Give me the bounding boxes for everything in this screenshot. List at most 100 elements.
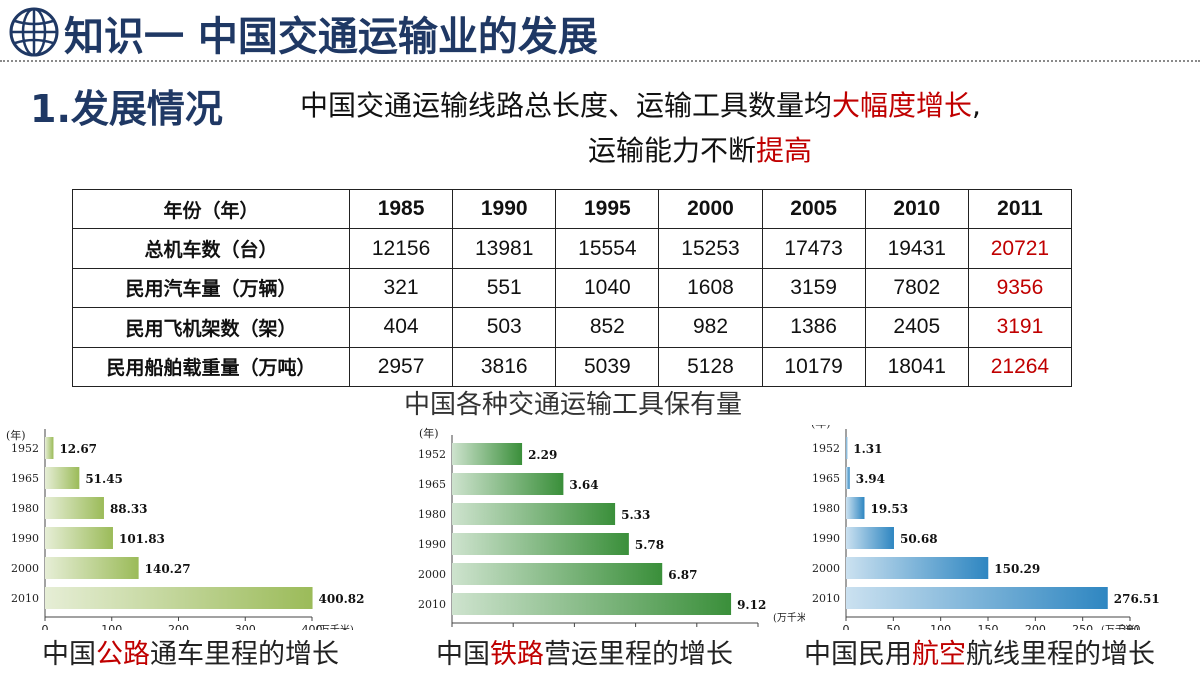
category-tick-label: 2010 [418,598,446,611]
table-cell-highlight: 20721 [967,228,1073,269]
chart-title-highlight: 公路 [96,639,150,670]
table-header-cell: 1985 [348,188,454,230]
data-label: 140.27 [145,562,191,576]
x-tick-label: 100 [930,623,951,630]
highway-chart-svg: (年)1952 12.67 1965 51.45 1980 88.33 1990 101.83… [6,428,364,630]
table-row-label: 民用船舶载重量（万吨） [72,346,350,388]
x-tick-label: 50 [886,623,900,630]
x-tick-label: 0 [42,623,49,630]
description-line-1: 中国交通运输线路总长度、运输工具数量均大幅度增长, [300,84,981,124]
category-tick-label: 1965 [11,472,39,485]
description-line-2: 运输能力不断提高 [588,129,812,169]
year-axis-label: (年) [419,426,439,440]
chart-title-highlight: 铁路 [490,639,544,670]
table-cell: 852 [555,307,660,348]
data-label: 150.29 [994,562,1040,576]
page-title: 知识一 中国交通运输业的发展 [64,14,598,60]
table-row: 总机车数（台） 12156 13981 15554 15253 17473 19… [72,228,1073,269]
bar [846,587,1108,609]
category-tick-label: 1980 [11,502,39,515]
table-cell: 18041 [864,346,969,388]
table-cell-highlight: 3191 [967,307,1073,348]
table-cell: 982 [658,307,763,348]
chart-title-highlight: 航空 [912,639,966,670]
data-label: 3.94 [856,472,885,486]
table-row-label: 民用汽车量（万辆） [72,267,350,309]
bar [45,527,113,549]
chart-title-text: 中国 [42,639,96,670]
data-label: 50.68 [900,532,938,546]
category-tick-label: 2000 [812,562,840,575]
section-heading: 1.发展情况 [30,87,223,131]
bar [846,437,848,459]
data-label: 19.53 [870,502,908,516]
table-header-cell: 1995 [555,188,660,230]
chart-title-text: 营运里程的增长 [544,639,733,670]
table-cell: 3159 [761,267,866,309]
x-tick-label: 2 [510,629,517,630]
bar [452,563,663,585]
data-label: 9.12 [737,598,766,612]
category-tick-label: 1965 [418,478,446,491]
unit-label: (万千米) [773,611,805,624]
x-tick-label: 200 [1025,623,1046,630]
table-cell-highlight: 9356 [967,267,1073,309]
category-tick-label: 2010 [812,592,840,605]
year-axis-label: (年) [811,425,831,430]
bar [45,467,80,489]
highlight-text: 提高 [756,134,813,167]
table-cell-highlight: 21264 [967,346,1073,388]
x-tick-label: 10 [751,629,765,630]
table-cell: 5128 [658,346,763,388]
table-cell: 7802 [864,267,969,309]
table-cell: 321 [348,267,454,309]
x-tick-label: 400 [302,623,323,630]
chart-title-aviation: 中国民用航空航线里程的增长 [804,632,1155,671]
divider [0,60,1200,62]
chart-title-railway: 中国铁路营运里程的增长 [436,632,733,671]
table-cell: 1040 [555,267,660,309]
chart-title-text: 中国民用 [804,639,912,670]
bar [846,527,894,549]
bar [452,443,523,465]
table-cell: 1608 [658,267,763,309]
category-tick-label: 2010 [11,592,39,605]
bar [452,473,564,495]
bar [45,557,139,579]
category-tick-label: 2000 [11,562,39,575]
data-label: 51.45 [85,472,123,486]
category-tick-label: 1980 [812,502,840,515]
table-cell: 19431 [864,228,969,269]
chart-title-text: 通车里程的增长 [150,639,339,670]
bar [846,557,989,579]
table-cell: 503 [452,307,557,348]
bar [452,533,629,555]
x-tick-label: 4 [571,629,578,630]
table-header-cell: 1990 [452,188,557,230]
table-cell: 13981 [452,228,557,269]
table-header-cell: 2005 [761,188,866,230]
table-header-cell: 2000 [658,188,763,230]
data-label: 6.87 [668,568,697,582]
chart-title-text: 中国 [436,639,490,670]
aviation-chart: (年) 1952 1.31 1965 3.94 1980 19.53 1990 50.68 200… [805,425,1195,630]
table-cell: 17473 [761,228,866,269]
bar [45,497,104,519]
x-tick-label: 0 [449,629,456,630]
x-tick-label: 150 [978,623,999,630]
data-label: 3.64 [569,478,598,492]
bar [45,437,54,459]
highlight-text: 大幅度增长 [832,89,973,122]
category-tick-label: 1990 [11,532,39,545]
x-tick-label: 300 [1120,623,1141,630]
description-text: 运输能力不断 [588,134,757,167]
category-tick-label: 2000 [418,568,446,581]
table-cell: 3816 [452,346,557,388]
highway-chart: (年) 1952 12.67 1965 51.45 1980 88.33 1990 101.83… [0,425,395,630]
bar [452,503,616,525]
table-cell: 15253 [658,228,763,269]
description-punct: , [972,89,981,122]
data-label: 1.31 [853,442,882,456]
unit-label: (万千米) [1101,623,1139,630]
x-tick-label: 100 [101,623,122,630]
